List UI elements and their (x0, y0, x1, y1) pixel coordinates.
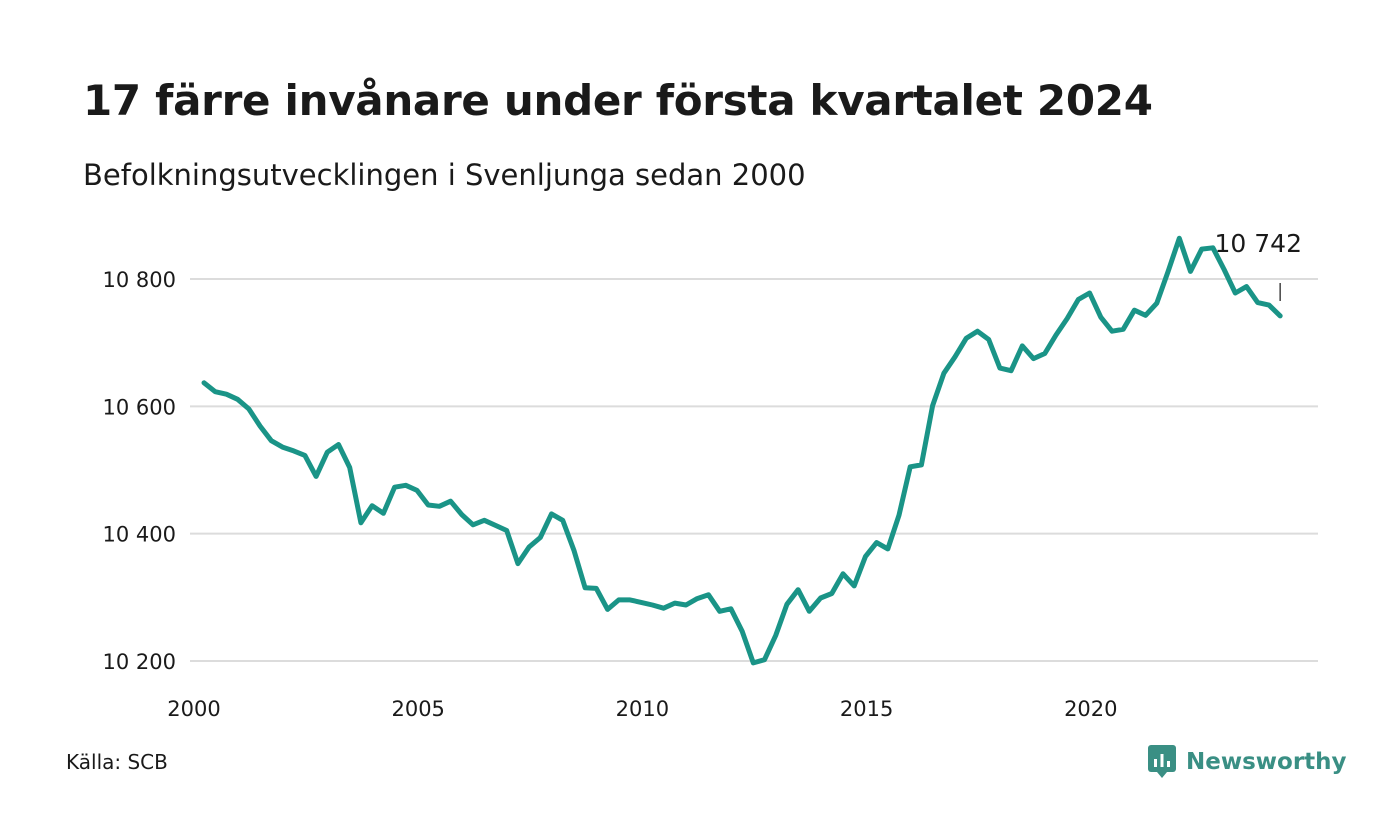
chart-subtitle: Befolkningsutvecklingen i Svenljunga sed… (83, 158, 806, 192)
line-chart: 10 200 10 400 10 600 10 800 2000 2005 2010 201… (103, 229, 1318, 721)
source-note: Källa: SCB (66, 750, 168, 774)
x-tick-label: 2020 (1064, 697, 1117, 721)
newsworthy-logo-icon (1148, 745, 1176, 778)
y-tick-label: 10 400 (103, 523, 176, 547)
y-tick-label: 10 200 (103, 650, 176, 674)
y-tick-label: 10 600 (103, 395, 176, 419)
last-value-label: 10 742 (1215, 229, 1302, 258)
x-tick-label: 2015 (840, 697, 893, 721)
y-tick-label: 10 800 (103, 268, 176, 292)
annotations: 10 742 (1215, 229, 1302, 301)
y-axis-tick-labels: 10 200 10 400 10 600 10 800 (103, 268, 176, 674)
x-tick-label: 2010 (616, 697, 669, 721)
brand-name: Newsworthy (1186, 749, 1347, 775)
x-tick-label: 2000 (167, 697, 220, 721)
gridlines (190, 278, 1318, 662)
brand[interactable]: Newsworthy (1148, 744, 1347, 780)
series-line (201, 235, 1283, 666)
chart-title: 17 färre invånare under första kvartalet… (83, 76, 1153, 125)
series-group (201, 235, 1283, 666)
x-axis-tick-labels: 2000 2005 2010 2015 2020 (167, 697, 1117, 721)
x-tick-label: 2005 (391, 697, 444, 721)
